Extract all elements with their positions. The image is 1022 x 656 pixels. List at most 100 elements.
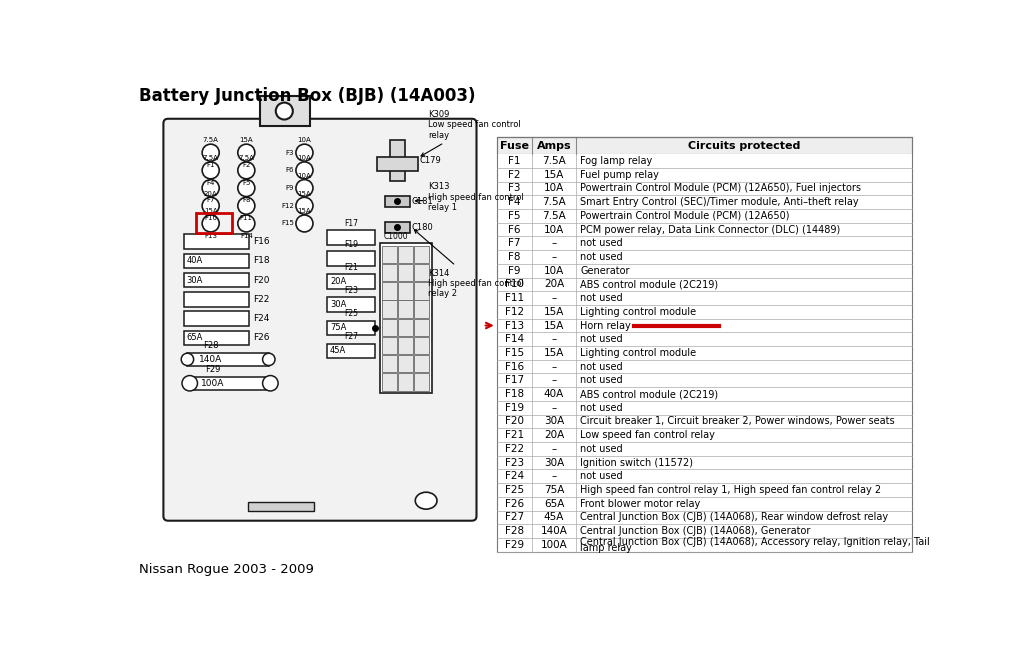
Text: Nissan Rogue 2003 - 2009: Nissan Rogue 2003 - 2009 (139, 563, 314, 576)
Bar (184, 253, 249, 268)
Bar (184, 273, 249, 287)
Text: 15A: 15A (239, 137, 253, 144)
Text: F29: F29 (205, 365, 221, 374)
Circle shape (296, 215, 313, 232)
Text: F11: F11 (505, 293, 524, 303)
Text: F18: F18 (505, 389, 524, 399)
Bar (382, 300, 398, 318)
Text: F17: F17 (505, 375, 524, 385)
Text: Battery Junction Box (BJB) (14A003): Battery Junction Box (BJB) (14A003) (139, 87, 475, 105)
Bar (398, 337, 413, 354)
Bar (191, 377, 269, 390)
Text: 10A: 10A (544, 184, 564, 194)
Text: F4: F4 (508, 197, 521, 207)
Bar (196, 213, 232, 233)
Text: K309
Low speed fan control
relay: K309 Low speed fan control relay (421, 110, 521, 156)
Bar (497, 137, 912, 154)
Bar (414, 373, 429, 390)
Circle shape (202, 197, 219, 215)
Text: 15A: 15A (297, 190, 312, 197)
Text: 65A: 65A (544, 499, 564, 508)
Text: Fog lamp relay: Fog lamp relay (580, 156, 653, 166)
Text: –: – (552, 361, 557, 371)
Text: not used: not used (580, 471, 623, 482)
Bar (382, 355, 398, 373)
Text: –: – (552, 375, 557, 385)
Text: F8: F8 (508, 252, 521, 262)
Bar (497, 538, 912, 552)
Text: PCM power relay, Data Link Connector (DLC) (14489): PCM power relay, Data Link Connector (DL… (580, 224, 841, 235)
Bar (382, 337, 398, 354)
Text: C180: C180 (412, 223, 433, 232)
Text: F21: F21 (344, 263, 358, 272)
Text: Amps: Amps (537, 140, 571, 151)
Text: F26: F26 (253, 333, 270, 342)
Text: 10A: 10A (544, 266, 564, 276)
Bar (327, 274, 375, 289)
Text: Horn relay: Horn relay (580, 321, 632, 331)
Text: F10: F10 (505, 279, 524, 289)
Circle shape (238, 162, 254, 179)
Text: 20A: 20A (330, 277, 346, 286)
Text: F2: F2 (242, 162, 250, 168)
Text: not used: not used (580, 444, 623, 454)
Text: 7.5A: 7.5A (202, 155, 219, 161)
Bar (497, 483, 912, 497)
Text: –: – (552, 252, 557, 262)
Text: –: – (552, 444, 557, 454)
Text: Powertrain Control Module (PCM) (12A650): Powertrain Control Module (PCM) (12A650) (580, 211, 790, 221)
Bar (497, 524, 912, 538)
Bar (385, 222, 410, 233)
Text: not used: not used (580, 252, 623, 262)
Bar (497, 428, 912, 442)
Text: Central Junction Box (CJB) (14A068), Rear window defrost relay: Central Junction Box (CJB) (14A068), Rea… (580, 512, 888, 522)
Text: F9: F9 (286, 185, 294, 191)
Bar (497, 456, 912, 470)
Text: ABS control module (2C219): ABS control module (2C219) (580, 389, 718, 399)
Text: F7: F7 (206, 197, 215, 203)
Text: 10A: 10A (297, 173, 312, 179)
Text: F15: F15 (505, 348, 524, 358)
Text: F19: F19 (344, 240, 358, 249)
Text: F3: F3 (286, 150, 294, 155)
Bar (184, 234, 249, 249)
Text: F20: F20 (505, 417, 524, 426)
Text: F13: F13 (204, 233, 217, 239)
Text: F27: F27 (505, 512, 524, 522)
Bar (382, 246, 398, 263)
Circle shape (296, 162, 313, 179)
Text: Circuit breaker 1, Circuit breaker 2, Power windows, Power seats: Circuit breaker 1, Circuit breaker 2, Po… (580, 417, 895, 426)
Circle shape (202, 144, 219, 161)
Text: K313
High speed fan control
relay 1: K313 High speed fan control relay 1 (415, 182, 524, 212)
Circle shape (202, 162, 219, 179)
Bar (248, 502, 314, 512)
Text: –: – (552, 334, 557, 344)
FancyBboxPatch shape (164, 119, 476, 521)
Text: 140A: 140A (199, 355, 223, 364)
Text: F10: F10 (204, 215, 217, 221)
Text: 75A: 75A (330, 323, 346, 333)
Text: F8: F8 (242, 197, 250, 203)
Text: F28: F28 (203, 340, 219, 350)
Text: F5: F5 (242, 180, 250, 186)
Bar (497, 470, 912, 483)
Text: 45A: 45A (544, 512, 564, 522)
Circle shape (296, 197, 313, 215)
Text: 15A: 15A (544, 321, 564, 331)
Text: K314
High speed fan control
relay 2: K314 High speed fan control relay 2 (415, 230, 524, 298)
Bar (497, 510, 912, 524)
Text: Central Junction Box (CJB) (14A068), Generator: Central Junction Box (CJB) (14A068), Gen… (580, 526, 810, 536)
Text: F22: F22 (253, 295, 270, 304)
Text: F25: F25 (344, 309, 358, 318)
Text: –: – (552, 403, 557, 413)
Text: 100A: 100A (201, 379, 225, 388)
Bar (497, 264, 912, 277)
Text: Powertrain Control Module (PCM) (12A650), Fuel injectors: Powertrain Control Module (PCM) (12A650)… (580, 184, 862, 194)
Text: 7.5A: 7.5A (542, 211, 566, 221)
Bar (497, 236, 912, 250)
Bar (414, 264, 429, 281)
Bar (184, 292, 249, 306)
Bar (184, 311, 249, 326)
Bar (497, 359, 912, 373)
Text: Ignition switch (11572): Ignition switch (11572) (580, 458, 693, 468)
